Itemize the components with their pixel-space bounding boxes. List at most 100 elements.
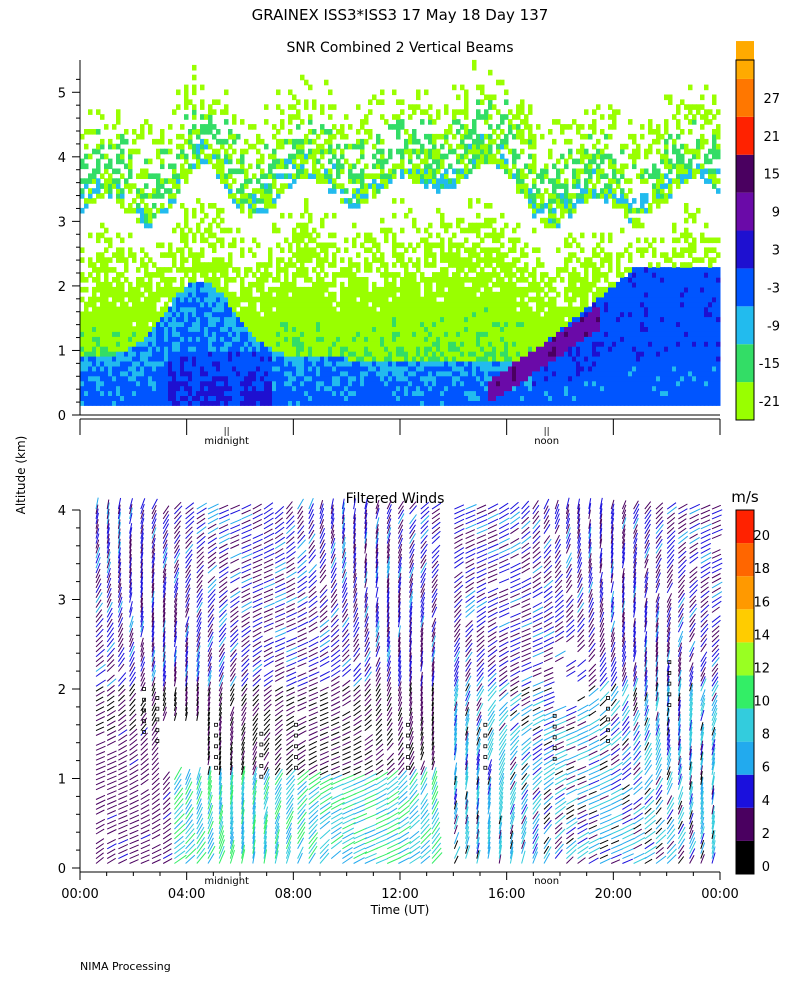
- snr-cell: [316, 252, 321, 258]
- snr-cell: [520, 267, 525, 273]
- snr-cell: [164, 252, 169, 258]
- snr-cell: [204, 286, 209, 293]
- snr-cell: [180, 351, 185, 357]
- snr-cell: [100, 291, 105, 298]
- snr-cell: [384, 296, 389, 303]
- snr-cell: [328, 365, 333, 372]
- snr-cell: [424, 400, 429, 406]
- snr-cell: [548, 311, 553, 318]
- snr-cell: [532, 360, 537, 367]
- snr-cell: [116, 370, 121, 377]
- snr-cell: [460, 395, 465, 401]
- snr-cell: [408, 296, 413, 303]
- snr-cell: [156, 296, 161, 303]
- snr-cell: [476, 351, 481, 357]
- snr-cell: [192, 148, 197, 155]
- snr-cell: [128, 341, 133, 347]
- snr-cell: [284, 296, 289, 303]
- snr-cell: [212, 311, 217, 318]
- snr-cell: [416, 227, 421, 234]
- snr-cell: [196, 400, 201, 406]
- snr-cell: [400, 346, 405, 352]
- snr-cell: [88, 178, 93, 184]
- snr-cell: [276, 301, 281, 308]
- snr-cell: [304, 207, 309, 214]
- snr-cell: [516, 257, 521, 263]
- snr-cell: [256, 370, 261, 377]
- snr-cell: [320, 217, 325, 224]
- snr-cell: [560, 168, 565, 175]
- snr-cell: [500, 306, 505, 313]
- snr-cell: [508, 286, 513, 293]
- snr-cell: [284, 360, 289, 367]
- snr-cell: [232, 277, 237, 283]
- snr-cell: [328, 321, 333, 327]
- snr-cell: [376, 331, 381, 337]
- snr-cell: [296, 395, 301, 401]
- snr-cell: [128, 203, 133, 209]
- snr-cell: [156, 291, 161, 298]
- snr-cell: [384, 370, 389, 377]
- snr-cell: [232, 267, 237, 273]
- snr-cell: [424, 395, 429, 401]
- snr-cell: [368, 370, 373, 377]
- snr-cell: [552, 360, 557, 367]
- snr-cell: [340, 341, 345, 347]
- snr-cell: [248, 375, 253, 382]
- snr-cell: [316, 277, 321, 283]
- snr-cell: [472, 163, 477, 170]
- snr-cell: [256, 346, 261, 352]
- snr-cell: [128, 163, 133, 170]
- snr-cell: [280, 375, 285, 382]
- snr-cell: [252, 193, 257, 199]
- snr-cell: [532, 341, 537, 347]
- snr-cell: [548, 301, 553, 308]
- snr-cell: [444, 257, 449, 263]
- snr-cell: [164, 370, 169, 377]
- snr-cell: [288, 114, 293, 120]
- snr-cell: [312, 153, 317, 160]
- snr-cell: [496, 395, 501, 401]
- snr-cell: [408, 286, 413, 293]
- snr-cell: [420, 380, 425, 387]
- snr-cell: [140, 262, 145, 268]
- snr-cell: [508, 331, 513, 337]
- snr-cell: [180, 316, 185, 323]
- snr-cell: [84, 163, 89, 170]
- snr-cell: [436, 114, 441, 120]
- snr-cell: [556, 365, 561, 372]
- snr-cell: [112, 321, 117, 327]
- snr-cell: [460, 286, 465, 293]
- snr-cell: [496, 341, 501, 347]
- snr-cell: [320, 129, 325, 135]
- snr-cell: [216, 395, 221, 401]
- snr-cell: [448, 291, 453, 298]
- snr-cell: [104, 183, 109, 189]
- snr-cell: [584, 262, 589, 268]
- snr-cell: [156, 148, 161, 155]
- snr-cell: [84, 370, 89, 377]
- snr-cell: [268, 286, 273, 293]
- snr-cell: [328, 355, 333, 362]
- snr-cell: [100, 355, 105, 362]
- snr-cell: [212, 242, 217, 249]
- snr-cell: [320, 143, 325, 150]
- snr-cell: [388, 286, 393, 293]
- snr-cell: [172, 257, 177, 263]
- snr-cell: [380, 217, 385, 224]
- snr-cell: [340, 370, 345, 377]
- snr-cell: [248, 267, 253, 273]
- snr-cell: [520, 346, 525, 352]
- snr-cell: [188, 341, 193, 347]
- snr-cell: [576, 375, 581, 382]
- snr-cell: [564, 341, 569, 347]
- snr-cell: [512, 262, 517, 268]
- snr-cell: [348, 311, 353, 318]
- snr-cell: [272, 286, 277, 293]
- snr-cell: [520, 400, 525, 406]
- snr-cell: [520, 138, 525, 145]
- snr-cell: [444, 178, 449, 184]
- snr-cell: [276, 296, 281, 303]
- snr-cell: [540, 203, 545, 209]
- snr-cell: [156, 183, 161, 189]
